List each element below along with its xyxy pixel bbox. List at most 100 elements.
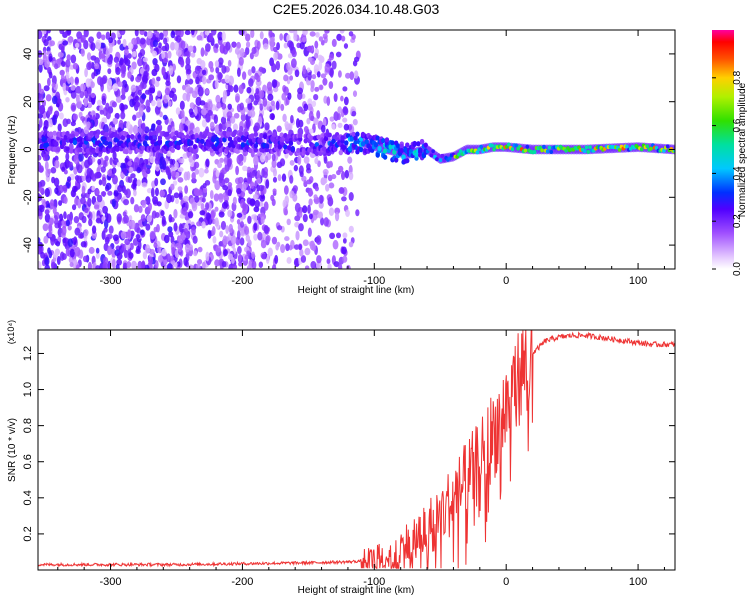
spectrogram-noise-cell [348,241,354,248]
spectrogram-x-ticks: -300 -200 -100 0 100 [57,30,665,287]
spectrogram-noise-cell [214,124,220,135]
spectrogram-noise-cell [84,159,90,169]
spectrogram-noise-cell [141,82,147,90]
spectrogram-ridge-cell [115,146,120,152]
spectrogram-noise-cell [267,247,273,257]
spectrogram-noise-cell [111,258,116,269]
spectrogram-noise-cell [184,84,191,94]
snr-x-tick-label: -300 [100,576,122,588]
spectrogram-noise-cell [230,235,237,245]
spectrogram-noise-cell [65,247,70,257]
spectrogram-noise-cell [232,196,237,205]
spectrogram-noise-cell [137,219,143,226]
spectrogram-noise-cell [246,166,252,173]
spectrogram-noise-cell [192,235,198,244]
spectrogram-noise-cell [95,189,100,195]
spectrogram-noise-cell [122,38,127,48]
spectrogram-ridge-cell [510,147,515,152]
spectrogram-noise-cell [131,61,137,70]
spectrogram-ridge-cell [418,147,423,153]
spectrogram-noise-cell [306,163,311,171]
spectrogram-noise-cell [164,87,171,96]
spectrogram-noise-cell [87,261,92,269]
spectrogram-ridge-cell [209,147,214,153]
colorbar: 0.0 0.2 0.4 0.6 0.8 Normalized spectral ampl… [712,30,748,276]
spectrogram-noise-cell [318,211,324,219]
spectrogram-noise-cell [238,56,244,66]
spectrogram-noise-cell [299,42,305,50]
spectrogram-noise-cell [94,57,100,65]
spectrogram-noise-cell [115,66,121,76]
spectrogram-noise-cell [294,215,301,222]
spectrogram-noise-cell [149,155,155,164]
spectrogram-noise-cell [169,255,174,262]
spectrogram-ridge-cell [237,137,242,143]
spectrogram-noise-cell [81,185,86,195]
spectrogram-ridge-cell [399,143,404,149]
spectrogram-noise-cell [207,100,213,111]
spectrogram-noise-cell [184,30,191,36]
spectrogram-noise-cell [191,90,198,99]
spectrogram-x-axis-label: Height of straight line (km) [298,285,415,296]
spectrogram-noise-cell [222,185,229,191]
spectrogram-noise-cell [221,65,227,74]
spectrogram-noise-cell [154,80,160,88]
spectrogram-noise-cell [38,58,44,66]
spectrogram-noise-cell [57,98,62,104]
spectrogram-noise-cell [201,261,206,269]
spectrogram-noise-cell [127,70,132,79]
spectrogram-noise-cell [324,63,331,73]
spectrogram-noise-cell [174,41,180,51]
colorbar-ticks: 0.0 0.2 0.4 0.6 0.8 [712,70,743,276]
spectrogram-noise-cell [327,196,334,207]
spectrogram-ridge-cell [457,152,461,157]
spectrogram-noise-cell [265,235,271,243]
spectrogram-noise-cell [44,264,51,269]
spectrogram-noise-cell [135,111,142,119]
spectrogram-ridge-cell [375,152,380,158]
spectrogram-noise-cell [182,195,189,202]
spectrogram-noise-cell [260,190,265,196]
spectrogram-noise-cell [311,100,317,107]
spectrogram-noise-cell [38,106,45,114]
spectrogram-ridge-cell [388,144,393,150]
spectrogram-noise-cell [307,204,311,214]
spectrogram-ridge-cell [148,135,153,141]
spectrogram-noise-cell [212,236,217,244]
spectrogram-noise-cell [52,206,57,215]
spectrogram-noise-cell [227,209,233,218]
spectrogram-ridge-cell [85,148,91,154]
spectrogram-noise-cell [61,253,67,261]
spectrogram-noise-cell [76,31,83,39]
spectrogram-noise-cell [91,210,96,221]
spectrogram-ridge-cell [176,144,181,151]
spectrogram-noise-cell [214,79,219,90]
spectrogram-ridge-cell [235,148,240,154]
spectrogram-noise-cell [314,86,320,92]
spectrogram-noise-cell [127,176,133,184]
spectrogram-noise-cell [69,262,74,268]
spectrogram-ridge-cell [586,149,591,154]
spectrogram-noise-cell [325,184,330,192]
spectrogram-noise-cell [154,105,161,115]
spectrogram-noise-cell [82,255,88,263]
spectrogram-noise-cell [285,243,290,252]
colorbar-gradient [712,30,734,269]
spectrogram-ridge-cell [148,131,153,137]
spectrogram-noise-cell [80,48,85,57]
spectrogram-noise-cell [311,74,317,80]
spectrogram-noise-cell [180,109,185,119]
spectrogram-noise-cell [269,37,275,47]
spectrogram-noise-cell [213,114,218,125]
spectrogram-noise-cell [271,63,277,73]
spectrogram-noise-cell [341,35,346,42]
spectrogram-noise-cell [75,264,80,269]
spectrogram-noise-cell [299,248,304,257]
spectrogram-noise-cell [127,229,132,238]
spectrogram-noise-cell [101,176,107,187]
spectrogram-noise-cell [333,261,340,268]
spectrogram-ridge-cell [189,140,194,146]
spectrogram-ridge-cell [52,130,57,136]
spectrogram-noise-cell [167,100,172,107]
spectrogram-noise-cell [239,125,244,133]
